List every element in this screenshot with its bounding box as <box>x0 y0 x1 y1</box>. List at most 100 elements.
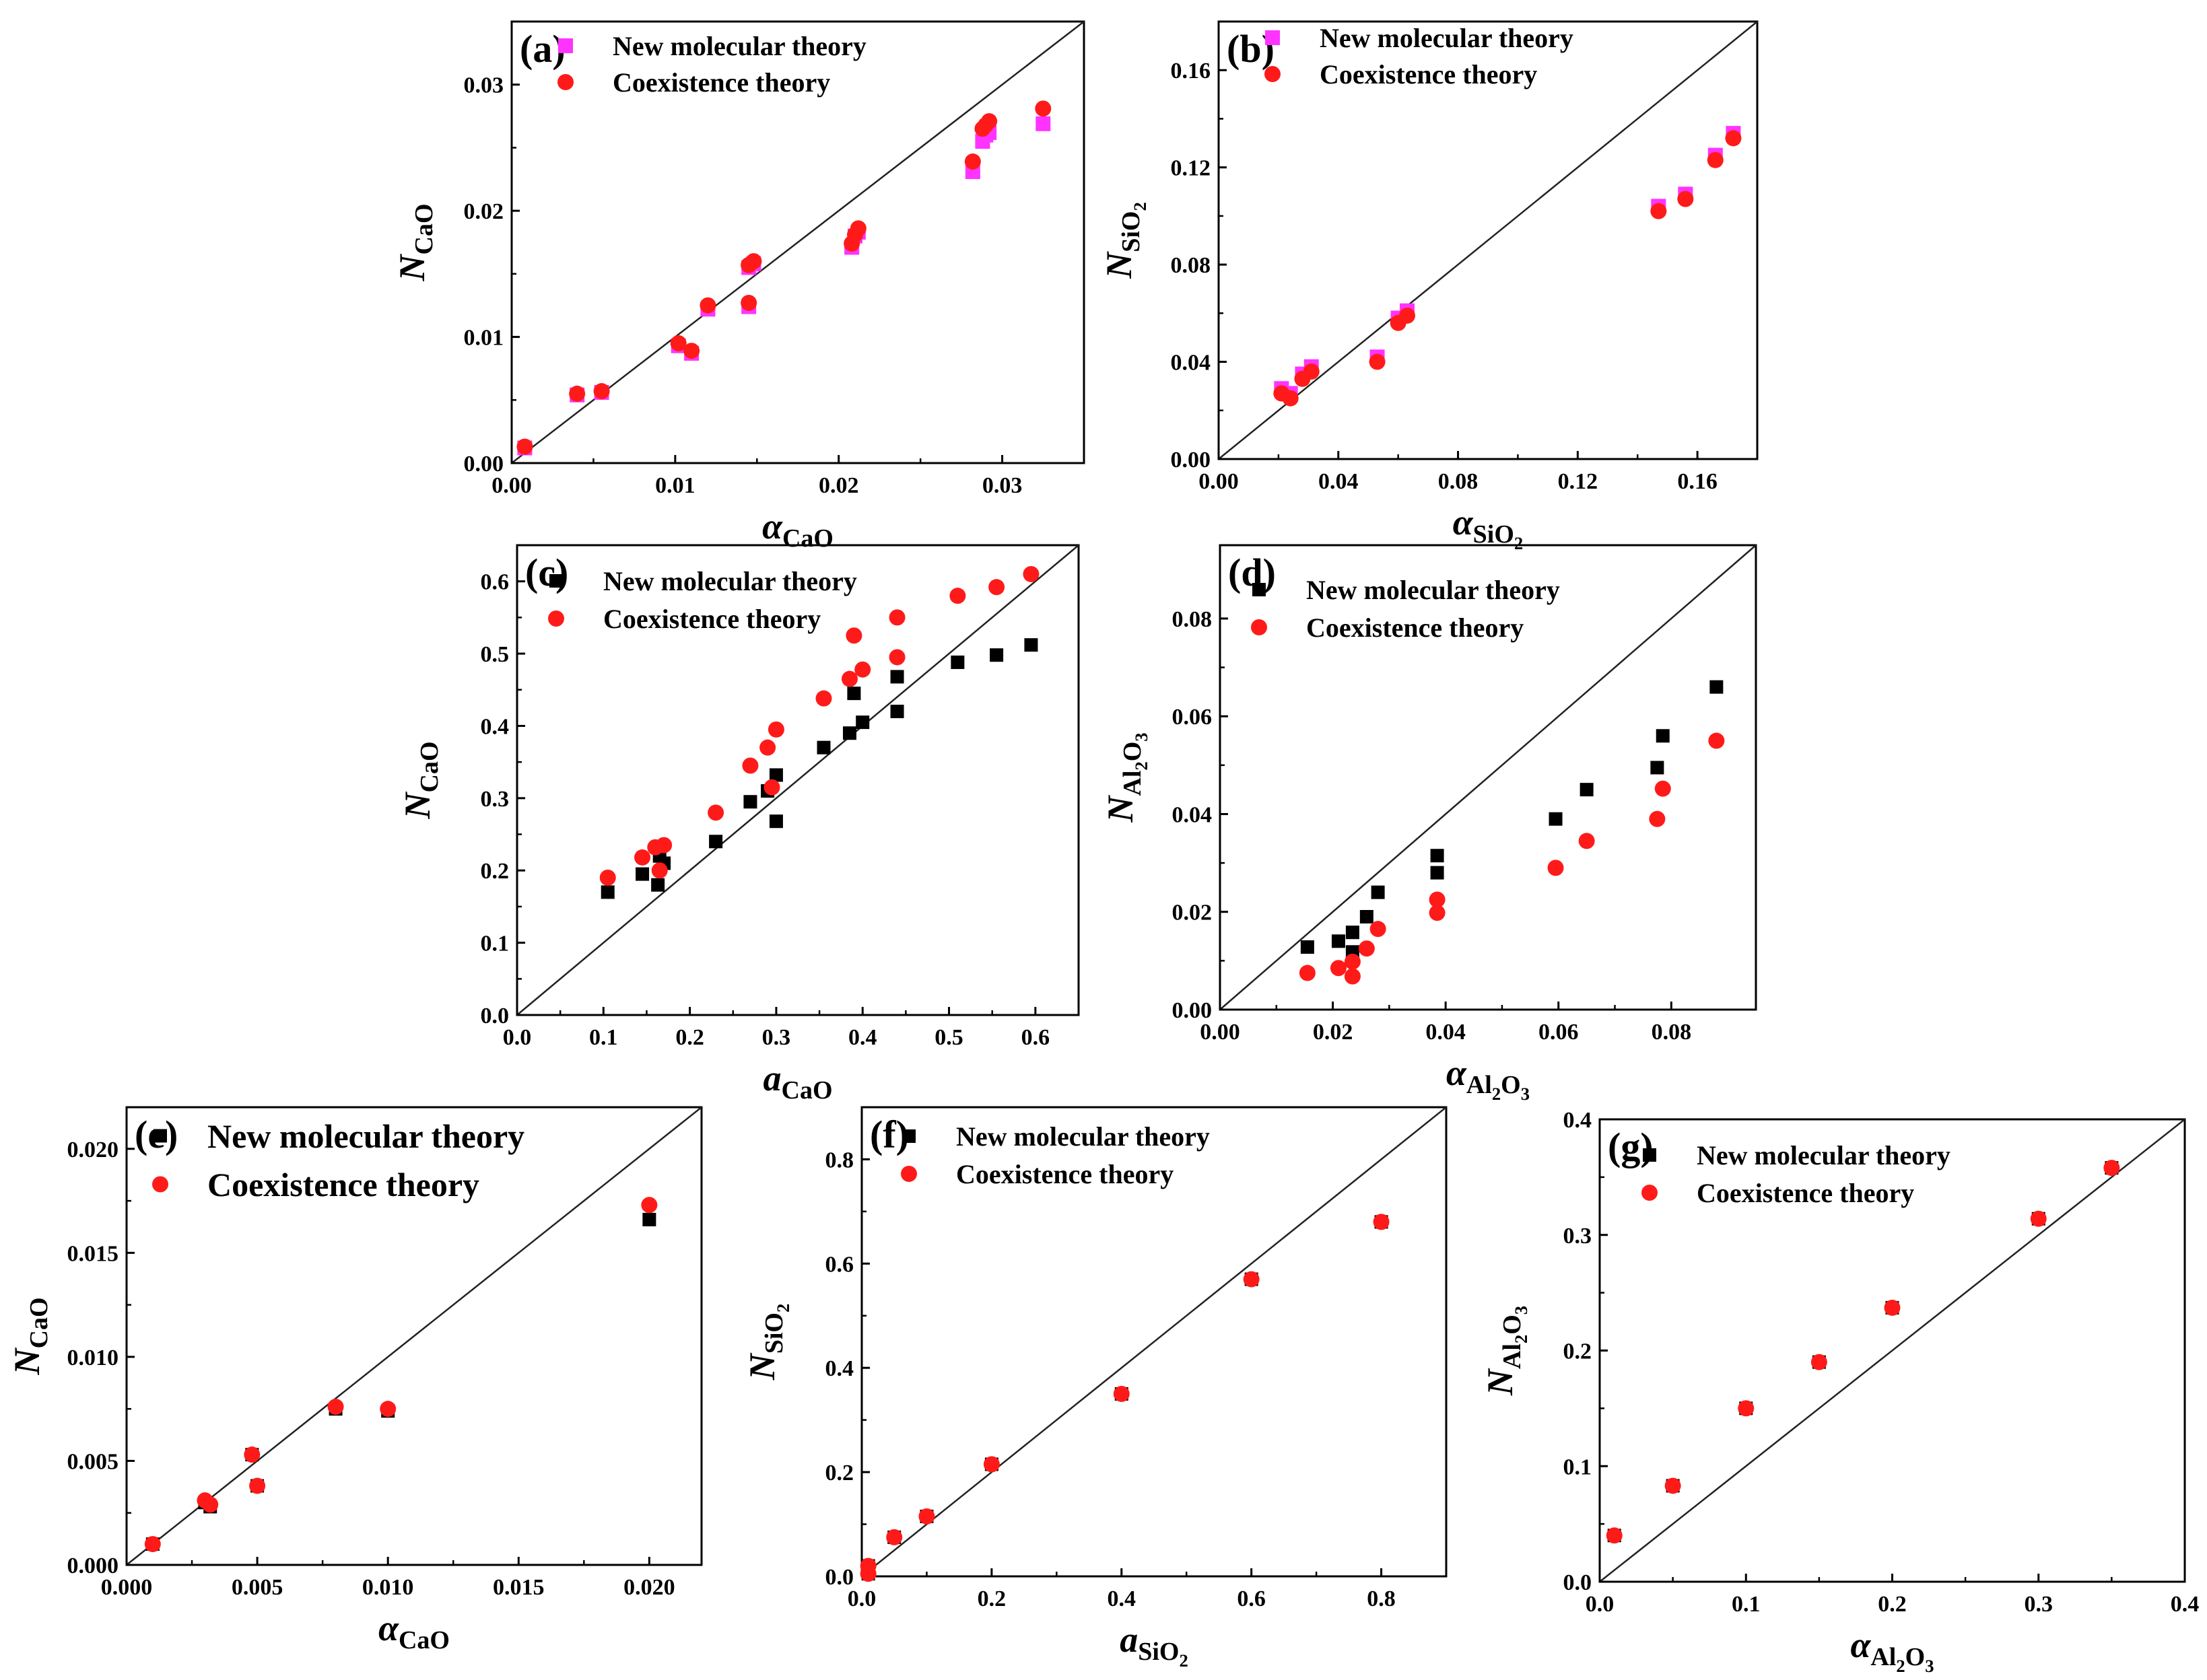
x-tick-label: 0.010 <box>362 1575 414 1600</box>
y-axis-label-g: NAl2O3 <box>1480 1306 1531 1396</box>
data-point-circle <box>1884 1299 1901 1316</box>
data-point-circle <box>981 113 998 130</box>
panel-label-a: (a) <box>520 27 566 71</box>
data-point-circle <box>244 1446 261 1463</box>
plot-frame-a <box>510 20 1085 464</box>
legend-marker-circle <box>1264 66 1281 82</box>
data-point-circle <box>860 1566 877 1582</box>
legend-marker-square <box>558 38 573 53</box>
data-point-square <box>817 740 831 755</box>
legend-marker-circle <box>548 610 564 627</box>
plot-frame-f <box>860 1106 1448 1578</box>
x-axis-label-b: αSiO2 <box>1453 502 1523 553</box>
data-point-square <box>1430 866 1444 880</box>
data-point-circle <box>1358 940 1375 957</box>
x-axis-label-a: αCaO <box>762 506 834 553</box>
data-point-circle <box>144 1536 161 1553</box>
x-tick-label: 0.02 <box>1313 1020 1353 1045</box>
series-coexistence-b <box>1273 130 1742 407</box>
data-point-square <box>1549 812 1563 826</box>
x-tick-label: 0.0 <box>503 1025 532 1050</box>
y-tick-label: 0.1 <box>1563 1455 1592 1479</box>
x-tick-label: 0.2 <box>675 1025 704 1050</box>
data-point-circle <box>854 661 871 678</box>
legend-marker-square <box>902 1129 916 1143</box>
data-point-circle <box>1303 363 1320 380</box>
data-point-circle <box>850 220 867 237</box>
x-tick-label: 0.020 <box>623 1575 675 1600</box>
data-point-circle <box>1649 810 1666 827</box>
y-tick-label: 0.6 <box>825 1252 854 1277</box>
x-tick-label: 0.000 <box>101 1575 153 1600</box>
y-tick-label: 0.4 <box>825 1356 854 1381</box>
data-point-circle <box>1113 1385 1130 1402</box>
x-tick-label: 0.5 <box>935 1025 963 1050</box>
y-tick-label: 0.04 <box>1171 351 1211 376</box>
data-point-circle <box>815 690 832 707</box>
data-point-square <box>1345 925 1359 940</box>
data-point-circle <box>1369 353 1386 370</box>
x-tick-label: 0.6 <box>1021 1025 1050 1050</box>
plot-frame-c <box>516 544 1080 1016</box>
legend-marker-square <box>1643 1148 1656 1162</box>
data-point-square <box>1331 934 1345 948</box>
x-axis-label-d: αAl2O3 <box>1446 1053 1530 1104</box>
panel-f: 0.0 0.2 0.4 0.6 0.8 0.0 0.2 0.4 0.6 0.8 aSiO2 NSiO2… <box>742 1106 1448 1671</box>
legend-label: New molecular theory <box>956 1121 1210 1152</box>
data-point-circle <box>1578 833 1595 849</box>
data-point-square <box>847 687 861 701</box>
data-point-circle <box>1429 891 1446 908</box>
data-point-circle <box>759 739 776 756</box>
legend-marker-circle <box>557 74 574 90</box>
x-tick-label: 0.6 <box>1237 1586 1266 1611</box>
y-tick-label: 0.1 <box>481 932 510 956</box>
y-tick-label: 0.5 <box>481 642 510 667</box>
data-point-circle <box>327 1399 344 1415</box>
legend-marker-square <box>1265 30 1280 45</box>
y-tick-label: 0.02 <box>1172 901 1213 925</box>
legend-label: New molecular theory <box>603 566 857 596</box>
data-point-square <box>1709 680 1724 694</box>
data-point-circle <box>249 1477 266 1494</box>
y-tick-label: 0.0 <box>1563 1570 1592 1595</box>
x-tick-label: 0.2 <box>978 1586 1007 1611</box>
x-axis-label-g: αAl2O3 <box>1850 1625 1934 1676</box>
legend-label: Coexistence theory <box>603 604 821 634</box>
data-point-circle <box>202 1496 219 1513</box>
x-tick-label: 0.01 <box>655 473 695 498</box>
data-point-circle <box>1369 921 1386 938</box>
y-tick-label: 0.6 <box>481 570 510 595</box>
data-point-circle <box>569 385 586 402</box>
legend-label: Coexistence theory <box>613 67 830 98</box>
data-point-circle <box>742 757 759 774</box>
plot-frame-e <box>125 1106 703 1566</box>
data-point-circle <box>1654 780 1671 797</box>
series-coexistence-g <box>1606 1160 2120 1544</box>
data-point-circle <box>2103 1160 2120 1177</box>
data-point-circle <box>1547 860 1564 876</box>
x-tick-label: 0.02 <box>819 473 859 498</box>
diagonal-line-d <box>1219 545 1757 1010</box>
data-point-circle <box>380 1401 397 1418</box>
data-point-circle <box>1429 905 1446 921</box>
data-point-circle <box>1299 965 1316 981</box>
series-new-molecular-e <box>145 1212 656 1551</box>
plot-frame-b <box>1217 20 1759 460</box>
x-tick-label: 0.8 <box>1367 1586 1396 1611</box>
x-tick-label: 0.16 <box>1677 469 1718 494</box>
data-point-circle <box>964 153 981 170</box>
data-point-circle <box>670 335 687 351</box>
x-tick-label: 0.08 <box>1652 1020 1692 1045</box>
legend-label: Coexistence theory <box>1320 59 1537 90</box>
x-tick-label: 0.3 <box>762 1025 791 1050</box>
series-coexistence-a <box>516 100 1052 455</box>
y-tick-label: 0.00 <box>1172 998 1213 1023</box>
y-tick-label: 0.3 <box>481 787 510 812</box>
x-tick-label: 0.2 <box>1878 1592 1907 1617</box>
x-tick-label: 0.4 <box>2171 1592 2200 1617</box>
x-tick-label: 0.00 <box>1200 1020 1240 1045</box>
data-point-square <box>890 704 904 718</box>
data-point-circle <box>641 1197 658 1214</box>
data-point-circle <box>683 343 700 359</box>
data-point-square <box>1371 885 1385 899</box>
